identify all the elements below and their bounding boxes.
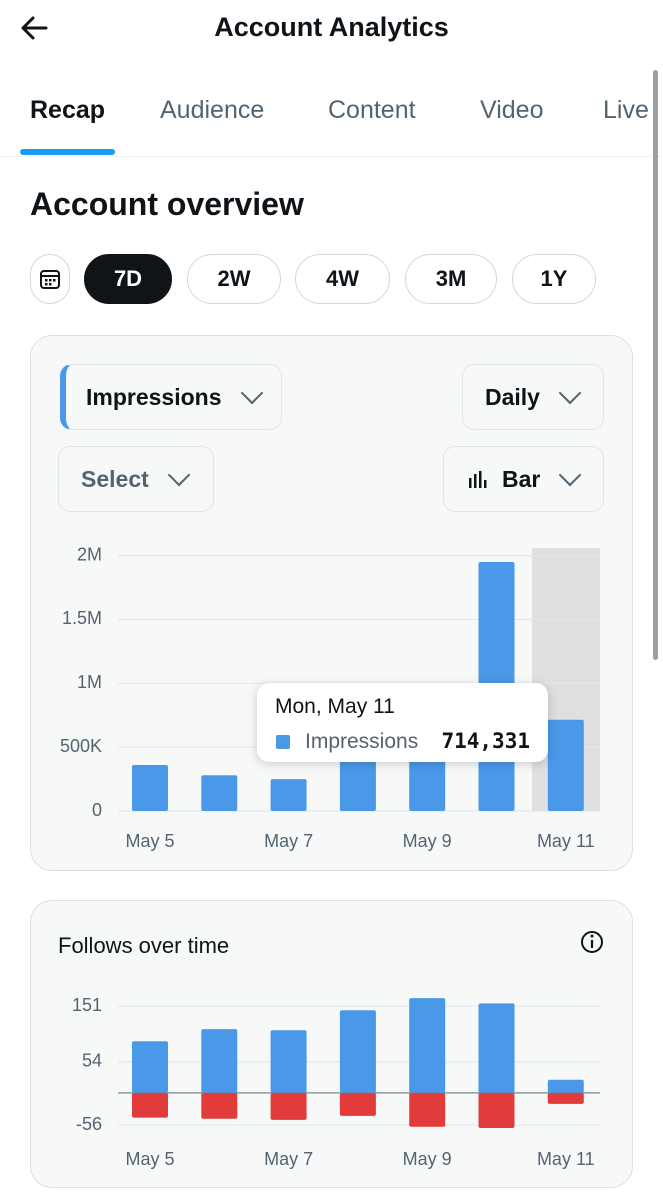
bar (201, 1029, 238, 1093)
bar (339, 753, 376, 811)
range-pill[interactable]: 4W (295, 254, 390, 304)
interval-dropdown[interactable]: Daily (462, 364, 604, 430)
x-tick-label: May 11 (537, 831, 595, 851)
metric-dropdown[interactable]: Impressions (60, 364, 282, 430)
calendar-icon (40, 270, 60, 289)
y-tick-label: 0 (92, 800, 102, 820)
tooltip: Mon, May 11 Impressions 714,331 (257, 683, 548, 762)
bar (478, 1003, 515, 1093)
bar (478, 1092, 515, 1128)
x-tick-label: May 5 (125, 1149, 174, 1169)
y-tick-label: -56 (76, 1114, 102, 1134)
info-icon[interactable] (581, 931, 603, 953)
bar (409, 998, 446, 1093)
tab[interactable]: Content (328, 96, 416, 124)
range-pill[interactable]: 3M (405, 254, 497, 304)
bar (409, 747, 446, 811)
range-pill[interactable]: 7D (84, 254, 172, 304)
back-button[interactable] (18, 14, 58, 44)
tooltip-swatch (276, 735, 290, 749)
x-tick-label: May 11 (537, 1149, 595, 1169)
dropdown-label: Select (81, 465, 149, 492)
x-tick-label: May 5 (125, 831, 174, 851)
bar (201, 1092, 238, 1119)
calendar-button[interactable] (30, 254, 70, 304)
bar (132, 765, 168, 811)
x-tick-label: May 9 (403, 831, 452, 851)
chart-kind-dropdown[interactable]: Bar (443, 446, 604, 512)
bar (547, 1092, 584, 1104)
x-tick-label: May 9 (403, 1149, 452, 1169)
bar (132, 1041, 168, 1093)
y-tick-label: 151 (72, 995, 102, 1015)
tooltip-value: 714,331 (441, 729, 530, 753)
x-tick-label: May 7 (264, 1149, 313, 1169)
compare-dropdown[interactable]: Select (58, 446, 214, 512)
follows-card (30, 900, 633, 1188)
bar (409, 1092, 446, 1127)
y-tick-label: 1M (77, 672, 102, 692)
tab[interactable]: Live (603, 96, 649, 124)
x-tick-label: May 7 (264, 831, 313, 851)
bar (339, 1092, 376, 1116)
bar (547, 1079, 584, 1093)
tab[interactable]: Audience (160, 96, 265, 124)
dropdown-label: Daily (485, 383, 540, 410)
divider (0, 156, 663, 157)
bar (270, 779, 307, 811)
dropdown-label: Impressions (86, 383, 222, 410)
bar (547, 719, 584, 811)
range-pill[interactable]: 2W (187, 254, 281, 304)
bar-icon (469, 471, 487, 488)
bar (270, 1092, 307, 1120)
bar (132, 1092, 168, 1118)
dropdown-label: Bar (502, 465, 541, 492)
section-title: Account overview (30, 186, 304, 222)
tab[interactable]: Video (480, 96, 544, 124)
y-tick-label: 1.5M (62, 608, 102, 628)
scrollbar (653, 70, 658, 660)
page-title: Account Analytics (214, 12, 449, 42)
bar (201, 775, 238, 811)
y-tick-label: 2M (77, 544, 102, 564)
tab[interactable]: Recap (30, 96, 106, 124)
y-tick-label: 54 (82, 1051, 102, 1071)
tooltip-title: Mon, May 11 (275, 695, 395, 718)
card-title: Follows over time (58, 933, 230, 958)
bar (270, 1030, 307, 1093)
y-tick-label: 500K (60, 736, 102, 756)
range-pill[interactable]: 1Y (512, 254, 596, 304)
tab-indicator (20, 149, 115, 155)
tooltip-series: Impressions (305, 730, 419, 753)
bar (339, 1010, 376, 1093)
